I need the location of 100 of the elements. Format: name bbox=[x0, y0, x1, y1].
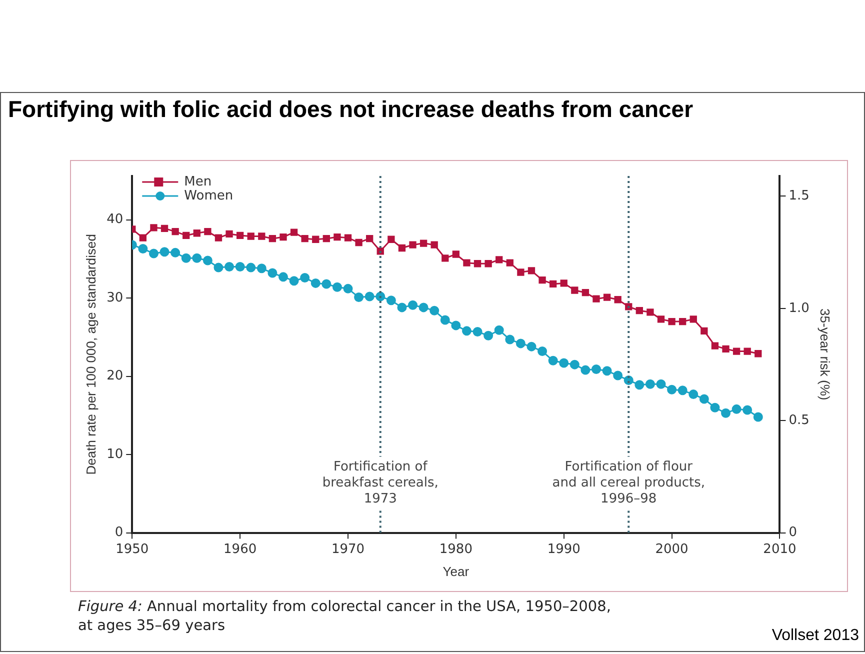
point bbox=[602, 366, 612, 376]
x-tick-label: 1970 bbox=[331, 542, 365, 557]
point bbox=[214, 234, 222, 242]
point bbox=[289, 276, 299, 286]
point bbox=[603, 294, 611, 301]
point bbox=[526, 342, 536, 352]
point bbox=[688, 390, 698, 400]
point bbox=[247, 232, 254, 240]
point bbox=[386, 296, 396, 306]
point bbox=[582, 289, 590, 296]
point bbox=[256, 264, 266, 274]
point bbox=[580, 365, 590, 375]
legend-label: Men bbox=[184, 174, 212, 190]
y-tick-label: 20 bbox=[106, 368, 124, 384]
point bbox=[710, 402, 720, 412]
point bbox=[560, 280, 568, 287]
point bbox=[364, 292, 374, 302]
point bbox=[732, 404, 742, 414]
x-tick-label: 1950 bbox=[116, 542, 149, 557]
text: Vollset 2013 bbox=[772, 627, 859, 645]
ref-line-label: Fortification of breakfast cereals, 1973 bbox=[322, 460, 438, 507]
y2-tick-label: 1.0 bbox=[788, 300, 810, 316]
point bbox=[278, 272, 288, 282]
point bbox=[645, 379, 655, 389]
x-tick-label: 1990 bbox=[547, 542, 580, 557]
point bbox=[634, 380, 644, 390]
x-tick-label: 2010 bbox=[763, 542, 796, 557]
point bbox=[430, 306, 440, 316]
point bbox=[322, 235, 330, 242]
point bbox=[193, 230, 200, 237]
point bbox=[442, 254, 449, 262]
point bbox=[528, 267, 536, 274]
point bbox=[354, 292, 364, 302]
point bbox=[484, 330, 494, 340]
point bbox=[312, 236, 320, 243]
y-tick-label: 10 bbox=[106, 446, 124, 462]
point bbox=[334, 233, 341, 241]
point bbox=[344, 234, 352, 242]
x-tick-label: 1980 bbox=[439, 542, 472, 557]
point bbox=[204, 228, 212, 236]
point bbox=[420, 240, 428, 247]
point bbox=[235, 262, 245, 272]
point bbox=[397, 302, 407, 312]
point bbox=[246, 262, 256, 272]
point bbox=[571, 286, 578, 294]
point bbox=[742, 405, 752, 415]
point bbox=[408, 300, 418, 310]
point bbox=[148, 248, 158, 258]
point bbox=[258, 232, 266, 240]
y2-tick-label: 1.5 bbox=[788, 188, 810, 204]
point bbox=[656, 379, 666, 389]
point bbox=[440, 315, 450, 325]
point bbox=[172, 228, 179, 236]
point bbox=[462, 326, 472, 336]
point bbox=[538, 346, 548, 356]
point bbox=[290, 228, 298, 236]
point bbox=[614, 296, 622, 304]
point bbox=[700, 327, 708, 335]
y2-tick-label: 0.5 bbox=[788, 412, 810, 428]
point bbox=[636, 307, 643, 314]
y2-tick-label: 0 bbox=[788, 525, 798, 540]
point bbox=[300, 272, 310, 282]
point bbox=[236, 232, 244, 240]
point bbox=[202, 256, 212, 266]
point bbox=[721, 408, 731, 418]
x-tick-label: 1960 bbox=[224, 542, 257, 557]
point bbox=[744, 348, 751, 355]
point bbox=[355, 238, 362, 246]
point bbox=[310, 278, 320, 288]
point bbox=[452, 250, 460, 258]
point bbox=[496, 256, 503, 264]
legend-label: Women bbox=[184, 188, 234, 204]
point bbox=[409, 241, 416, 248]
point bbox=[418, 302, 428, 312]
point bbox=[138, 244, 148, 254]
point bbox=[646, 308, 654, 316]
point bbox=[170, 248, 180, 258]
point bbox=[559, 358, 569, 368]
point bbox=[398, 244, 406, 252]
point bbox=[366, 235, 374, 242]
x-tick-label: 2000 bbox=[655, 542, 688, 557]
point bbox=[160, 247, 170, 257]
point bbox=[732, 348, 740, 355]
y-tick-label: 30 bbox=[106, 290, 124, 306]
point bbox=[549, 280, 557, 288]
point bbox=[506, 259, 514, 266]
point bbox=[474, 260, 482, 268]
x-axis-title: Year bbox=[442, 564, 470, 579]
point bbox=[722, 345, 730, 352]
point bbox=[301, 235, 308, 242]
point bbox=[516, 338, 526, 348]
point bbox=[548, 356, 558, 366]
ref-line-label: Fortification of flour and all cereal products, 1996–98 bbox=[552, 460, 705, 507]
point bbox=[678, 386, 688, 396]
point bbox=[192, 253, 202, 263]
point bbox=[451, 320, 461, 330]
text: Figure 4: Annual mortality from colorectal cancer in the USA, 1950–2008, at ages 35–69 years bbox=[78, 598, 611, 636]
point bbox=[690, 316, 697, 323]
y-axis-title: Death rate per 100 000, age standardised bbox=[83, 234, 98, 475]
point bbox=[679, 318, 686, 326]
